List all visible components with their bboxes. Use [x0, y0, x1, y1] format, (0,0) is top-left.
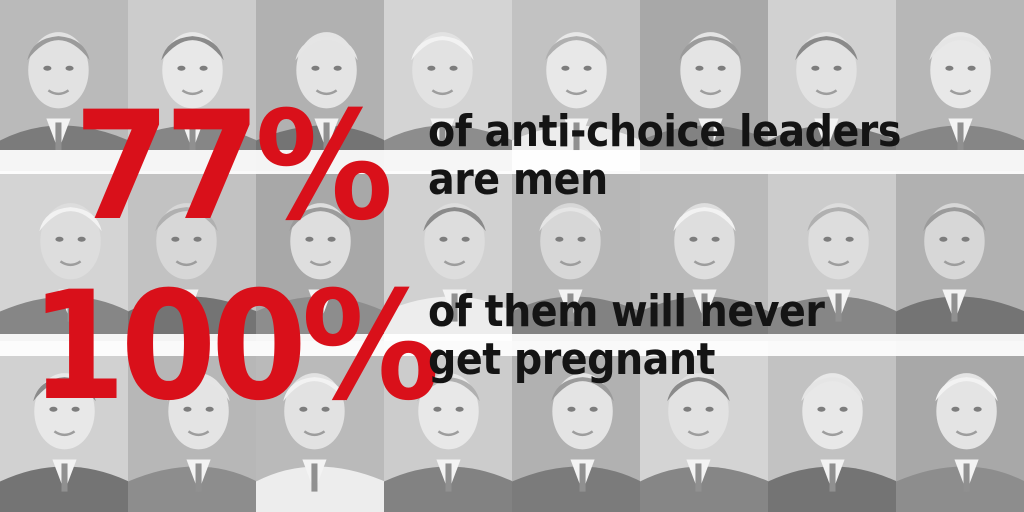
portrait-photo-icon	[128, 0, 257, 172]
portrait-photo-icon	[512, 341, 641, 512]
white-band	[0, 334, 1024, 356]
portrait-photo-icon	[0, 341, 129, 512]
caption-never-pregnant: of them will never get pregnant	[428, 286, 825, 385]
portrait-photo-icon	[896, 170, 1024, 343]
portrait-photo-icon	[256, 170, 385, 343]
portrait-photo-icon	[256, 341, 385, 512]
portrait-photo-icon	[768, 341, 897, 512]
portrait-photo-icon	[384, 0, 513, 172]
stat-100-percent: 100%	[30, 260, 440, 434]
portrait-photo-icon	[896, 0, 1024, 172]
portrait-photo-icon	[768, 170, 897, 343]
caption-line: of anti-choice leaders	[428, 106, 901, 157]
portrait-photo-icon	[896, 341, 1024, 512]
caption-line: are men	[428, 154, 608, 205]
portrait-photo-icon	[640, 0, 769, 172]
stat-77-percent: 77%	[74, 80, 393, 254]
portrait-photo-icon	[640, 341, 769, 512]
white-band	[0, 150, 1024, 174]
portrait-photo-icon	[768, 0, 897, 172]
caption-line: of them will never	[428, 286, 825, 337]
caption-line: get pregnant	[428, 334, 715, 385]
portrait-photo-icon	[512, 0, 641, 172]
portrait-photo-icon	[128, 341, 257, 512]
portrait-photo-icon	[384, 341, 513, 512]
portrait-photo-icon	[128, 170, 257, 343]
portrait-photo-icon	[512, 170, 641, 343]
portrait-photo-icon	[0, 170, 129, 343]
portrait-photo-icon	[640, 170, 769, 343]
caption-anti-choice-leaders: of anti-choice leaders are men	[428, 108, 901, 204]
portrait-photo-icon	[384, 170, 513, 343]
